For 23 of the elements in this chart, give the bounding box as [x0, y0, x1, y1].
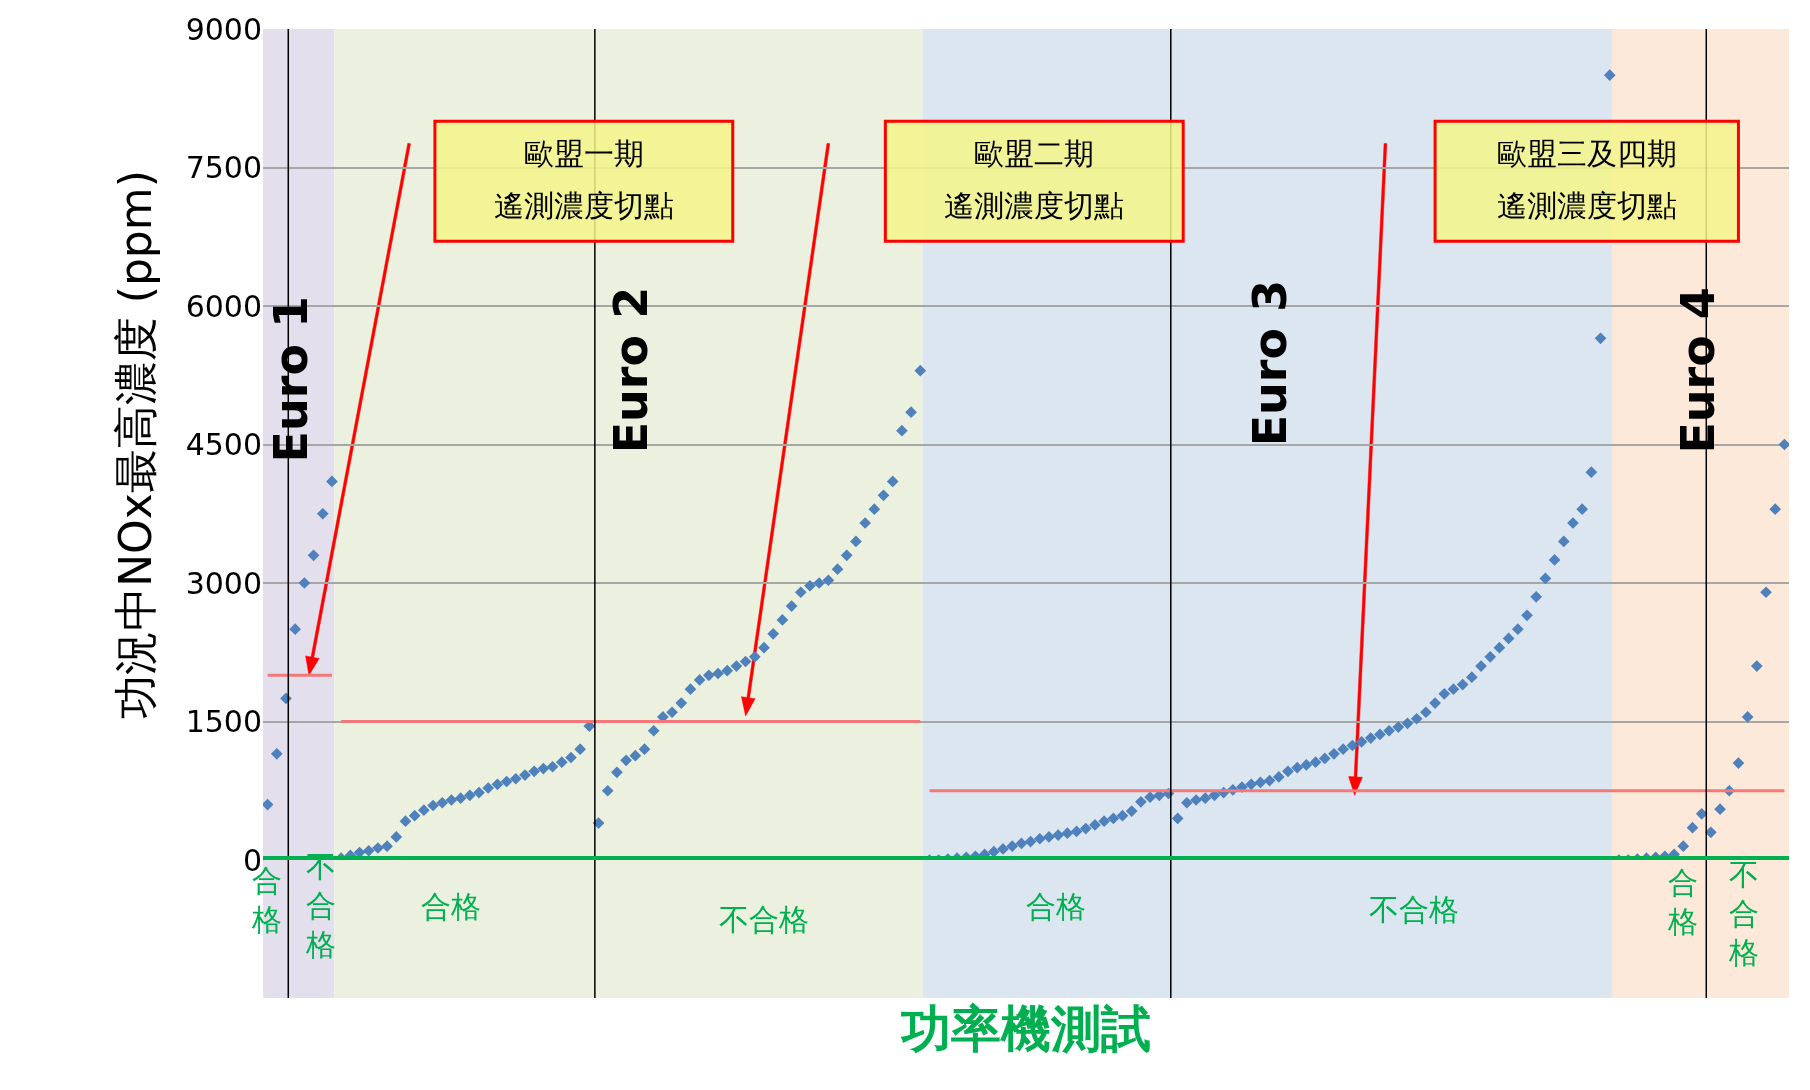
y-tick-label: 3000	[185, 565, 262, 601]
x-axis-title: 功率機測試	[900, 999, 1151, 1058]
annotation: Euro 3	[1242, 279, 1297, 447]
y-tick-label: 9000	[185, 11, 262, 47]
y-axis-title: 功況中NOx最高濃度 (ppm)	[109, 170, 161, 719]
annotation: 遙測濃度切點	[1497, 188, 1677, 223]
text: 合格	[421, 889, 481, 924]
annotation: 歐盟一期	[524, 136, 644, 171]
annotation: 歐盟三及四期	[1497, 136, 1677, 171]
y-tick-label: 1500	[185, 704, 262, 739]
y-tick-label: 4500	[185, 427, 262, 462]
annotation: 遙測濃度切點	[494, 188, 674, 223]
annotation: 歐盟二期	[974, 136, 1094, 171]
text: 不合格	[719, 902, 809, 937]
annotation: Euro 2	[604, 286, 659, 454]
annotation: 不合格	[1728, 857, 1759, 970]
annotation: Euro 1	[263, 295, 318, 463]
y-tick-label: 6000	[185, 288, 262, 324]
text: 合格	[1667, 865, 1698, 939]
text: 不合格	[1369, 892, 1459, 927]
annotation: 遙測濃度切點	[944, 188, 1124, 223]
y-tick-label: 7500	[185, 150, 262, 185]
text: 合格	[1026, 889, 1086, 924]
